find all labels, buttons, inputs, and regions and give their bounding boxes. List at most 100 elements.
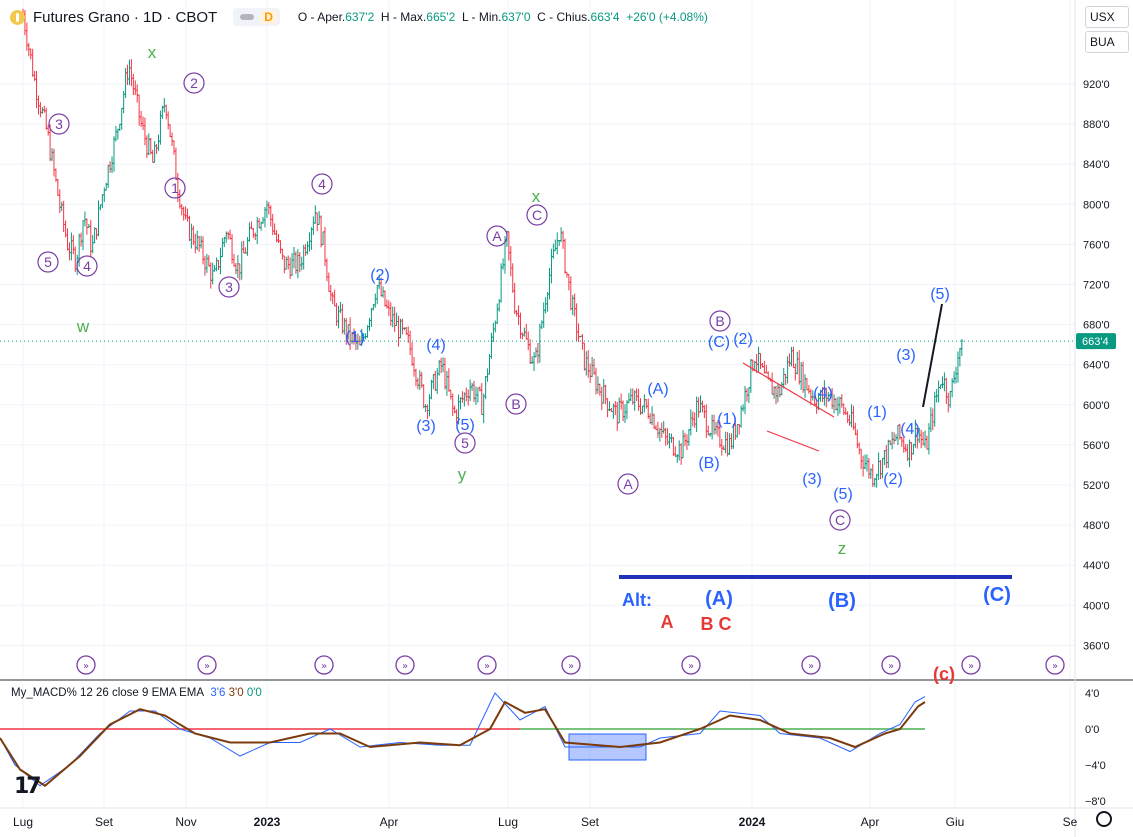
price-bar [524, 323, 528, 340]
price-bar [474, 386, 478, 405]
tradingview-logo[interactable]: 17 [14, 774, 42, 799]
price-bar [683, 432, 687, 446]
wave-label: A [617, 473, 639, 495]
time-tick-label: Lug [13, 815, 33, 829]
change-value: +26'0 (+4.08%) [626, 10, 708, 24]
currency-selector[interactable]: USX [1085, 6, 1129, 28]
price-bar [857, 442, 861, 455]
macd-tick-label: −4'0 [1085, 760, 1106, 772]
price-bar [520, 332, 524, 340]
wave-label-circle [526, 204, 548, 226]
price-bar [668, 433, 672, 449]
price-tick-label: 480'0 [1083, 520, 1110, 532]
price-bar [925, 435, 929, 450]
price-bar [242, 240, 246, 254]
price-bar [877, 452, 881, 480]
price-bar [240, 241, 244, 280]
price-bar [484, 375, 488, 400]
wave-label-text: A [623, 476, 633, 492]
price-bar [141, 116, 145, 131]
price-bar [958, 347, 962, 367]
unit-selector[interactable]: BUA [1085, 31, 1129, 53]
price-bar [886, 439, 890, 469]
price-bar [836, 396, 840, 416]
price-bar [284, 256, 288, 270]
price-bar [114, 125, 118, 142]
price-bar [87, 224, 91, 229]
price-bar [642, 394, 646, 413]
price-bar [110, 156, 114, 174]
price-bar [726, 432, 730, 457]
price-bar [859, 448, 863, 469]
price-bar [238, 263, 242, 281]
wave-label-text: z [838, 539, 847, 558]
event-circle [561, 655, 581, 675]
price-bar [151, 149, 155, 163]
price-bar [102, 187, 106, 202]
high-value: 665'2 [426, 10, 456, 24]
wave-label-text: (4) [426, 337, 446, 354]
price-bar [584, 351, 588, 376]
time-tick-label: Set [95, 815, 114, 829]
price-bar [414, 368, 418, 387]
wave-label-text: (C) [708, 334, 730, 351]
price-bar [298, 252, 302, 273]
event-circle [1045, 655, 1065, 675]
price-bar [62, 200, 66, 233]
time-tick-label: Apr [380, 815, 399, 829]
price-bar [139, 110, 143, 128]
price-bar [892, 432, 896, 445]
wave-label: (2) [733, 331, 753, 348]
price-bar [532, 352, 536, 372]
price-bar [693, 412, 697, 428]
price-bar [335, 302, 339, 326]
ohlc-readout: O - Aper.637'2 H - Max.665'2 L - Min.637… [298, 10, 708, 24]
price-bar [488, 353, 492, 375]
price-bar [536, 342, 540, 364]
symbol-title[interactable]: Futures Grano · 1D · CBOT [33, 8, 218, 26]
macd-value: 3'6 [210, 687, 226, 699]
price-bar [849, 404, 853, 428]
wave-label-text: C [835, 512, 845, 528]
wave-label-text: (2) [370, 267, 390, 284]
price-bar [778, 384, 782, 398]
wave-label: z [838, 539, 847, 558]
macd-legend[interactable]: My_MACD% 12 26 close 9 EMA EMA 3'6 3'0 0… [11, 687, 262, 699]
price-tick-label: 520'0 [1083, 480, 1110, 492]
price-bar [604, 384, 608, 405]
time-tick-label: Lug [498, 815, 518, 829]
price-bar [271, 213, 275, 236]
event-glyph: » [321, 661, 327, 672]
wave-label-circle [48, 113, 70, 135]
price-tick-label: 840'0 [1083, 159, 1110, 171]
wave-label: (3) [802, 471, 822, 488]
high-label: H - Max. [380, 10, 427, 24]
price-bar [416, 377, 420, 390]
alt-scenario-label: (A) [705, 588, 733, 610]
price-bar [286, 255, 290, 270]
price-bar [120, 107, 124, 130]
macd-tick-label: 0'0 [1085, 724, 1099, 736]
price-bar [375, 284, 379, 305]
settings-gear-icon[interactable] [1096, 811, 1112, 827]
price-bar [58, 189, 62, 214]
price-bar [712, 414, 716, 435]
alt-scenario-label: (B) [828, 590, 856, 612]
event-glyph: » [888, 661, 894, 672]
price-bar [36, 95, 40, 115]
wave-label: x [532, 187, 541, 206]
price-bar [96, 200, 100, 237]
price-bar [582, 342, 586, 371]
price-bar [573, 293, 577, 317]
eye-icon[interactable] [240, 14, 255, 20]
signal-line [0, 700, 926, 787]
price-axis: 920'0 880'0 840'0 800'0 760'0 720'0 680'0 640'0… [1076, 79, 1116, 808]
visibility-pill[interactable]: D [233, 8, 280, 26]
price-bar [85, 218, 89, 235]
wave-label-circle [454, 432, 476, 454]
event-circle [961, 655, 981, 675]
wave-label: 1 [164, 177, 186, 199]
alt-scenario-label: B C [701, 614, 732, 634]
wave-label: 5 [37, 251, 59, 273]
